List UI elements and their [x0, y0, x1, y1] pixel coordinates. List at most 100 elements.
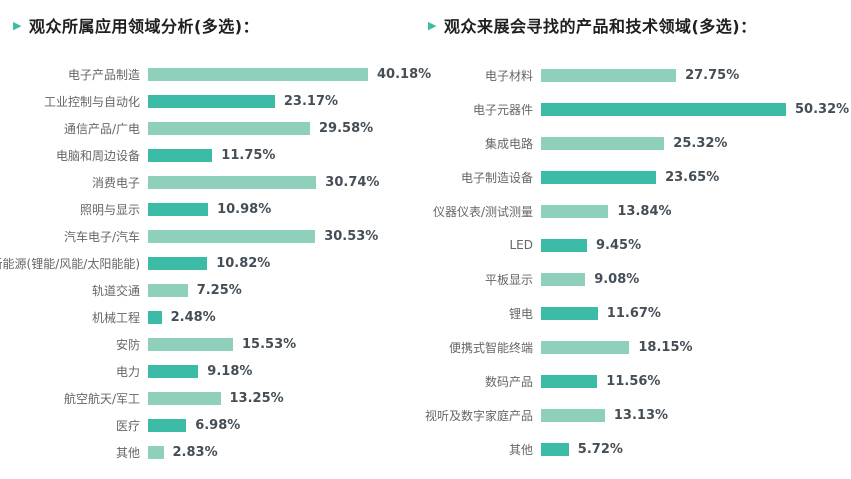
bar: [541, 374, 598, 388]
category-label: 轨道交通: [91, 284, 140, 298]
bar-row: 电力 9.18%: [0, 358, 425, 385]
bar: [148, 338, 233, 351]
category-label: 医疗: [115, 419, 140, 433]
category-label: 电脑和周边设备: [55, 149, 140, 163]
bar-row: 工业控制与自动化 23.17%: [0, 88, 425, 115]
bar: [148, 311, 162, 324]
bar: [541, 306, 598, 320]
bar-row: 电子材料 27.75%: [425, 58, 851, 92]
category-label: 其他: [508, 442, 533, 457]
bar-row: 消费电子 30.74%: [0, 169, 425, 196]
bar: [541, 136, 665, 150]
bar: [148, 95, 275, 108]
bar-row: 新能源(锂能/风能/太阳能能) 10.82%: [0, 250, 425, 277]
bar-row: 机械工程 2.48%: [0, 304, 425, 331]
value-label: 40.18%: [377, 67, 432, 82]
category-label: 汽车电子/汽车: [63, 230, 140, 244]
bar-row: 航空航天/军工 13.25%: [0, 385, 425, 412]
category-label: 通信产品/广电: [63, 122, 140, 136]
value-label: 15.53%: [242, 337, 297, 352]
value-label: 25.32%: [673, 135, 728, 151]
bar-row: 轨道交通 7.25%: [0, 277, 425, 304]
value-label: 10.82%: [216, 256, 271, 271]
value-label: 9.45%: [596, 237, 642, 253]
bar-chart-products-sought: 电子材料 27.75% 电子元器件 50.32% 集成电路 25.32% 电子制造设备 23.…: [425, 58, 851, 466]
bar-row: 视听及数字家庭产品 13.13%: [425, 398, 851, 432]
bar: [541, 340, 630, 354]
bar: [148, 176, 317, 189]
value-label: 13.25%: [229, 391, 284, 406]
bar-row: 平板显示 9.08%: [425, 262, 851, 296]
value-label: 50.32%: [795, 101, 850, 117]
category-label: 电子元器件: [472, 102, 533, 117]
bar-row: 便携式智能终端 18.15%: [425, 330, 851, 364]
category-label: 视听及数字家庭产品: [424, 408, 533, 423]
category-label: 便携式智能终端: [448, 340, 533, 355]
bar-row: 锂电 11.67%: [425, 296, 851, 330]
bar: [541, 170, 657, 184]
bar-row: 照明与显示 10.98%: [0, 196, 425, 223]
bar-row: 集成电路 25.32%: [425, 126, 851, 160]
value-label: 13.13%: [613, 407, 669, 423]
bar-row: LED 9.45%: [425, 228, 851, 262]
bar-row: 其他 5.72%: [425, 432, 851, 466]
bar: [148, 392, 221, 405]
bar-row: 数码产品 11.56%: [425, 364, 851, 398]
category-label: 照明与显示: [79, 203, 140, 217]
category-label: 其他: [115, 446, 140, 460]
category-label: 机械工程: [91, 311, 140, 325]
bar: [541, 204, 609, 218]
bar: [148, 149, 213, 162]
value-label: 27.75%: [685, 67, 740, 83]
category-label: 电子产品制造: [67, 68, 140, 82]
bar: [541, 238, 587, 252]
bar: [148, 419, 187, 432]
value-label: 18.15%: [638, 339, 693, 355]
bar-row: 安防 15.53%: [0, 331, 425, 358]
category-label: 安防: [115, 338, 140, 352]
value-label: 9.08%: [594, 271, 640, 287]
value-label: 13.84%: [617, 203, 672, 219]
bar-row: 汽车电子/汽车 30.53%: [0, 223, 425, 250]
category-label: 仪器仪表/测试测量: [432, 204, 533, 219]
value-label: 11.75%: [221, 148, 276, 163]
chart-panel-application-fields: ▶ 观众所属应用领域分析(多选)： 电子产品制造 40.18% 工业控制与自动化 23…: [0, 0, 431, 479]
triangle-bullet-icon: ▶: [13, 18, 22, 32]
bar: [148, 203, 209, 216]
value-label: 9.18%: [207, 364, 253, 379]
bar-row: 电子元器件 50.32%: [425, 92, 851, 126]
bar-row: 仪器仪表/测试测量 13.84%: [425, 194, 851, 228]
category-label: 数码产品: [484, 374, 533, 389]
value-label: 11.56%: [606, 373, 661, 389]
bar: [541, 68, 677, 82]
chart-title: ▶ 观众来展会寻找的产品和技术领域(多选)：: [425, 13, 851, 37]
value-label: 23.65%: [665, 169, 720, 185]
value-label: 10.98%: [217, 202, 272, 217]
bar: [541, 442, 569, 456]
bar: [541, 408, 605, 422]
chart-title-text: 观众所属应用领域分析(多选)：: [28, 17, 260, 36]
category-label: 电子制造设备: [460, 170, 533, 185]
bar-row: 医疗 6.98%: [0, 412, 425, 439]
category-label: 电力: [115, 365, 140, 379]
category-label: 平板显示: [484, 272, 533, 287]
bar: [148, 68, 368, 81]
value-label: 29.58%: [319, 121, 374, 136]
value-label: 5.72%: [577, 441, 623, 457]
value-label: 2.83%: [172, 445, 218, 460]
category-label: 航空航天/军工: [63, 392, 140, 406]
bar: [148, 122, 310, 135]
bar: [148, 446, 164, 459]
bar-row: 通信产品/广电 29.58%: [0, 115, 425, 142]
bar-row: 其他 2.83%: [0, 439, 425, 466]
category-label: 锂电: [508, 306, 533, 321]
bar-row: 电脑和周边设备 11.75%: [0, 142, 425, 169]
bar: [148, 365, 199, 378]
category-label: 电子材料: [484, 68, 533, 83]
value-label: 30.74%: [325, 175, 380, 190]
bar-row: 电子产品制造 40.18%: [0, 61, 431, 88]
bar: [541, 272, 586, 286]
bar: [148, 257, 208, 270]
bar: [148, 230, 316, 243]
